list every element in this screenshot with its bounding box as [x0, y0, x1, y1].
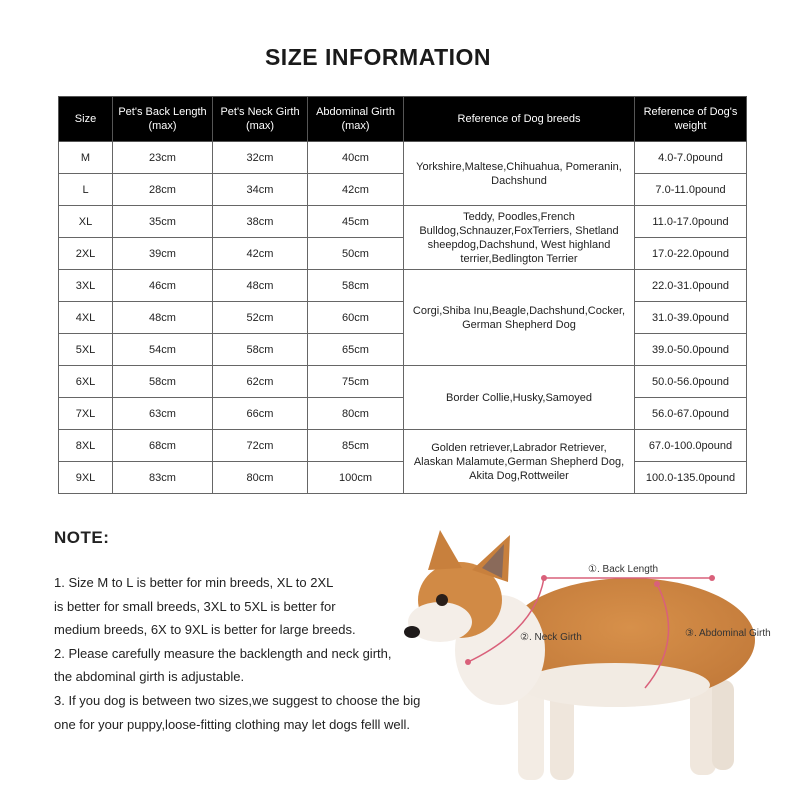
table-row: 2XL 39cm 42cm 50cm 17.0-22.0pound [58, 237, 747, 270]
neck-girth-cell: 80cm [212, 461, 308, 494]
abdominal-girth-cell: 75cm [307, 365, 404, 398]
neck-girth-label: ②. Neck Girth [520, 632, 582, 643]
table-header-row: Size Pet's Back Length (max) Pet's Neck Gi… [58, 96, 747, 142]
neck-girth-cell: 38cm [212, 205, 308, 238]
abdominal-girth-cell: 100cm [307, 461, 404, 494]
abdominal-girth-cell: 45cm [307, 205, 404, 238]
breed-cell: Border Collie,Husky,Samoyed [403, 365, 635, 430]
abdominal-girth-cell: 58cm [307, 269, 404, 302]
note-title: NOTE: [54, 528, 110, 547]
note-line: medium breeds, 6X to 9XL is better for l… [54, 622, 356, 638]
note-line: is better for small breeds, 3XL to 5XL i… [54, 598, 336, 614]
table-row: 4XL 48cm 52cm 60cm 31.0-39.0pound [58, 301, 747, 334]
size-cell: 8XL [58, 429, 113, 462]
note-line: 1. Size M to L is better for min breeds,… [54, 575, 334, 590]
abdominal-girth-label: ③. Abdominal Girth [685, 628, 771, 639]
abdominal-girth-cell: 85cm [307, 429, 404, 462]
note-line: 3. If you dog is between two sizes,we su… [54, 692, 421, 708]
column-header: Reference of Dog's weight [634, 96, 747, 142]
corgi-illustration [404, 530, 755, 780]
back-length-cell: 28cm [112, 173, 213, 206]
back-length-cell: 39cm [112, 237, 213, 270]
abdominal-girth-cell: 60cm [307, 301, 404, 334]
breed-cell: Teddy, Poodles,French Bulldog,Schnauzer,… [403, 205, 635, 270]
size-cell: 2XL [58, 237, 113, 270]
back-length-cell: 48cm [112, 301, 213, 334]
weight-cell: 39.0-50.0pound [634, 333, 747, 366]
neck-girth-cell: 32cm [212, 141, 308, 174]
back-length-cell: 35cm [112, 205, 213, 238]
column-header: Size [58, 96, 113, 142]
table-row: XL 35cm 38cm 45cm Teddy, Poodles,French Bull… [58, 205, 747, 270]
column-header: Reference of Dog breeds [403, 96, 635, 142]
back-length-cell: 83cm [112, 461, 213, 494]
table-row: 5XL 54cm 58cm 65cm 39.0-50.0pound [58, 333, 747, 366]
weight-cell: 56.0-67.0pound [634, 397, 747, 430]
neck-girth-cell: 42cm [212, 237, 308, 270]
table-row: M 23cm 32cm 40cm Yorkshire,Maltese,Chihuahua… [58, 141, 747, 206]
dog-measurement-diagram: ①. Back Length ②. Neck Girth ③. Abdomina… [400, 520, 800, 800]
abdominal-girth-cell: 42cm [307, 173, 404, 206]
size-cell: 7XL [58, 397, 113, 430]
column-header: Pet's Back Length (max) [112, 96, 213, 142]
size-cell: 4XL [58, 301, 113, 334]
back-length-cell: 23cm [112, 141, 213, 174]
weight-cell: 50.0-56.0pound [634, 365, 747, 398]
size-cell: M [58, 141, 113, 174]
note-line: one for your puppy,loose-fitting clothin… [54, 716, 411, 732]
abdominal-girth-cell: 65cm [307, 333, 404, 366]
weight-cell: 7.0-11.0pound [634, 173, 747, 206]
breed-cell: Corgi,Shiba Inu,Beagle,Dachshund,Cocker,… [403, 269, 635, 366]
abdominal-girth-cell: 40cm [307, 141, 404, 174]
table-row: L 28cm 34cm 42cm 7.0-11.0pound [58, 173, 747, 206]
size-cell: 5XL [58, 333, 113, 366]
breed-cell: Yorkshire,Maltese,Chihuahua, Pomeranin, … [403, 141, 635, 206]
size-cell: 6XL [58, 365, 113, 398]
weight-cell: 17.0-22.0pound [634, 237, 747, 270]
size-cell: 9XL [58, 461, 113, 494]
neck-girth-cell: 72cm [212, 429, 308, 462]
back-length-label: ①. Back Length [588, 564, 659, 575]
size-cell: XL [58, 205, 113, 238]
size-table: Size Pet's Back Length (max) Pet's Neck Gi… [58, 96, 747, 494]
weight-cell: 100.0-135.0pound [634, 461, 747, 494]
back-length-cell: 63cm [112, 397, 213, 430]
weight-cell: 4.0-7.0pound [634, 141, 747, 174]
abdominal-girth-cell: 50cm [307, 237, 404, 270]
neck-girth-cell: 34cm [212, 173, 308, 206]
table-row: 8XL 68cm 72cm 85cm Golden retriever,Labrador… [58, 429, 747, 494]
back-length-cell: 46cm [112, 269, 213, 302]
neck-girth-cell: 58cm [212, 333, 308, 366]
table-row: 9XL 83cm 80cm 100cm 100.0-135.0pound [58, 461, 747, 494]
note-line: 2. Please carefully measure the backleng… [54, 645, 392, 661]
column-header: Abdominal Girth (max) [307, 96, 404, 142]
back-length-cell: 54cm [112, 333, 213, 366]
weight-cell: 67.0-100.0pound [634, 429, 747, 462]
table-row: 3XL 46cm 48cm 58cm Corgi,Shiba Inu,Beagle,Da… [58, 269, 747, 366]
abdominal-girth-cell: 80cm [307, 397, 404, 430]
neck-girth-cell: 66cm [212, 397, 308, 430]
neck-girth-cell: 62cm [212, 365, 308, 398]
neck-girth-cell: 48cm [212, 269, 308, 302]
table-row: 6XL 58cm 62cm 75cm Border Collie,Husky,Samoy… [58, 365, 747, 430]
size-cell: L [58, 173, 113, 206]
weight-cell: 11.0-17.0pound [634, 205, 747, 238]
page-title: SIZE INFORMATION [264, 44, 492, 70]
back-length-cell: 58cm [112, 365, 213, 398]
weight-cell: 22.0-31.0pound [634, 269, 747, 302]
column-header: Pet's Neck Girth (max) [212, 96, 308, 142]
note-line: the abdominal girth is adjustable. [54, 669, 245, 685]
back-length-cell: 68cm [112, 429, 213, 462]
neck-girth-cell: 52cm [212, 301, 308, 334]
note-text: 1. Size M to L is better for min breeds,… [54, 571, 420, 736]
table-row: 7XL 63cm 66cm 80cm 56.0-67.0pound [58, 397, 747, 430]
breed-cell: Golden retriever,Labrador Retriever, Ala… [403, 429, 635, 494]
weight-cell: 31.0-39.0pound [634, 301, 747, 334]
size-cell: 3XL [58, 269, 113, 302]
